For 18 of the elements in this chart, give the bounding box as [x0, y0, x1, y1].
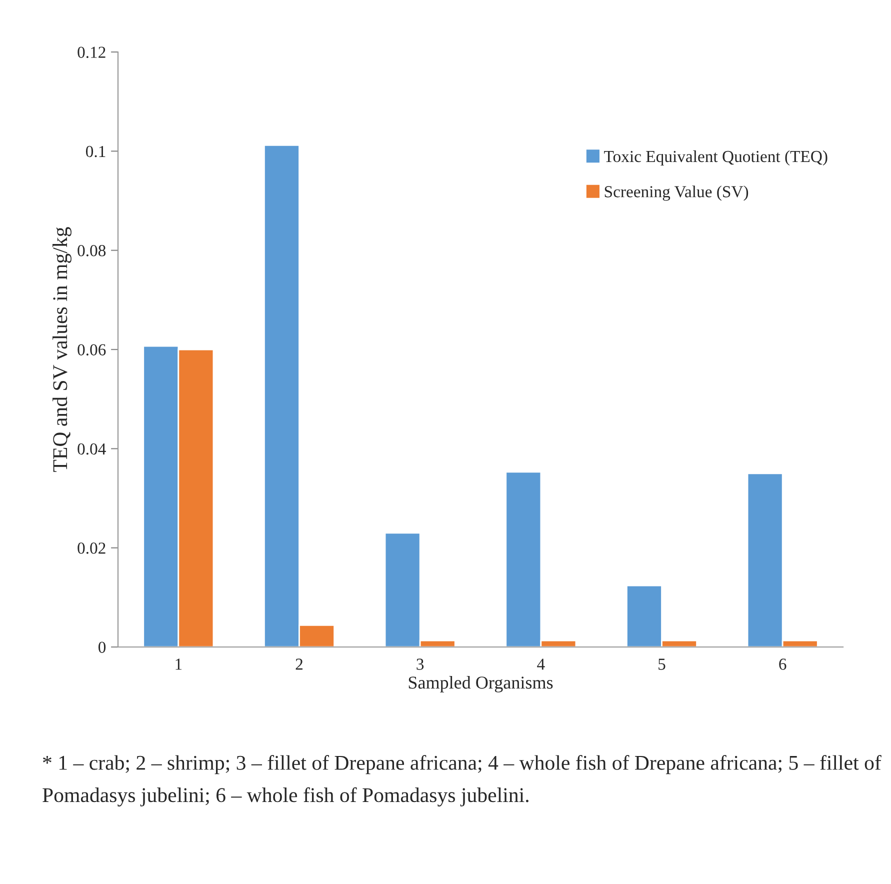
y-tick-label: 0.1 [86, 146, 106, 158]
text: * 1 – crab; 2 – shrimp; 3 – fillet of Drepane africana; 4 – whole fish of Drepane africana; 5 – fillet of Pomadasys jubelini; 6 – whole fish of Pomadasys jubelini. [42, 755, 882, 806]
legend-label: Screening Value (SV) [604, 186, 748, 201]
y-tick-label: 0 [98, 642, 106, 653]
x-tick-label: 4 [537, 658, 545, 670]
y-tick-label: 0.12 [78, 46, 106, 58]
y-tick-label: 0.06 [78, 344, 106, 356]
y-tick-label: 0.02 [78, 542, 106, 554]
legend-label: Toxic Equivalent Quotient (TEQ) [604, 150, 828, 166]
x-tick-label: 5 [658, 658, 666, 670]
y-tick-label: 0.04 [78, 443, 106, 455]
y-axis-title: TEQ and SV values in mg/kg [52, 227, 72, 472]
x-axis-title: Sampled Organisms [408, 676, 553, 692]
x-tick-label: 3 [416, 658, 424, 670]
x-tick-label: 6 [779, 658, 786, 670]
x-tick-label: 1 [176, 658, 182, 670]
y-tick-label: 0.08 [78, 245, 106, 256]
x-tick-label: 2 [296, 658, 302, 670]
